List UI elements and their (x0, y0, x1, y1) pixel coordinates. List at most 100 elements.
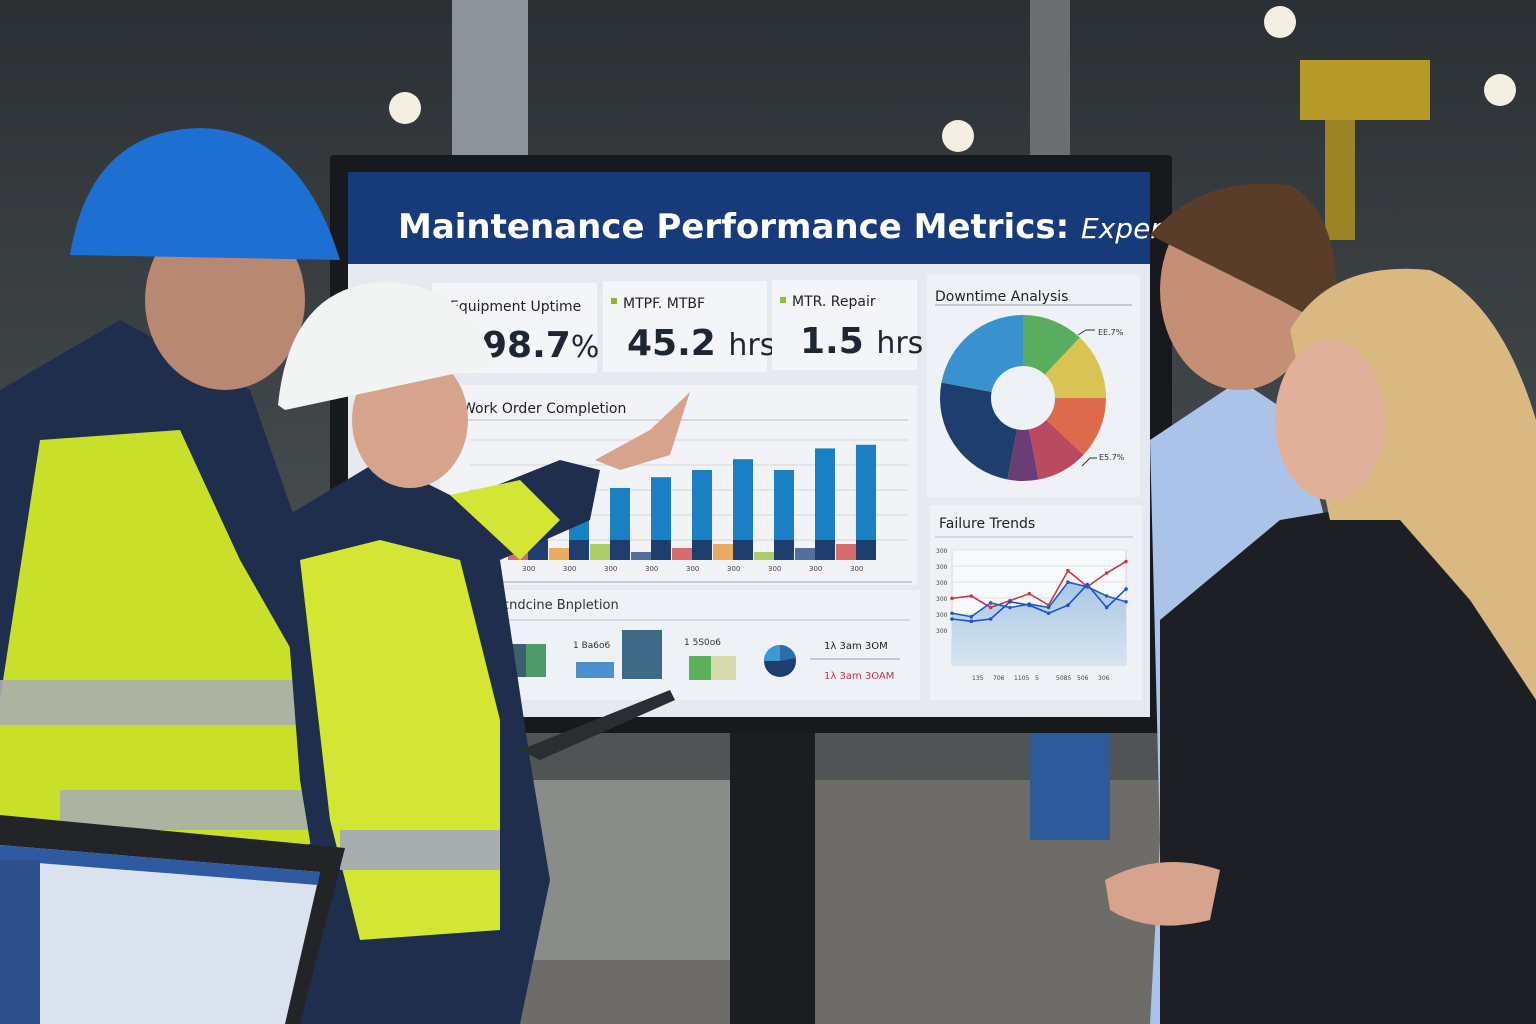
y-tick-label: 300 (936, 548, 948, 555)
donut-slice (1023, 315, 1080, 375)
ceiling-light (942, 120, 974, 152)
x-tick-label: 300 (727, 565, 740, 573)
bar-stack (672, 548, 692, 560)
bar (774, 470, 794, 560)
area-fill (952, 582, 1126, 665)
bar-stack (856, 540, 876, 560)
trend-line (951, 560, 1127, 609)
bar-stack (610, 540, 630, 560)
bar-stack (713, 544, 733, 560)
data-point (1046, 611, 1051, 616)
bar-stack (651, 540, 671, 560)
woman-right-blonde (1105, 268, 1536, 1024)
mini-pie-chart (764, 644, 796, 677)
bar-stack (815, 540, 835, 560)
hard-hat-white (278, 282, 495, 410)
trend-line (951, 583, 1127, 623)
y-tick-label: 300 (936, 580, 948, 587)
bar-stack (692, 540, 712, 560)
pillar (1030, 0, 1070, 160)
data-point (1085, 582, 1090, 587)
donut-slice (1044, 337, 1106, 398)
x-tick-label: 135 (972, 675, 984, 682)
legend-text: 1λ 3am 3OM (824, 641, 888, 652)
bar-stack (754, 552, 774, 560)
kpi-value: 1.5 hrs (800, 321, 923, 362)
y-tick-label: 300 (936, 596, 948, 603)
data-point (1104, 605, 1109, 610)
data-point (1066, 603, 1070, 607)
ceiling-light (1484, 74, 1516, 106)
leader-line (1077, 329, 1095, 336)
worker-woman-white-helmet (278, 282, 690, 1024)
bar-stack (549, 548, 569, 560)
bar-stack (795, 548, 815, 560)
pie-label: E5.7% (1099, 453, 1125, 462)
x-tick-label: 300 (563, 565, 576, 573)
downtime-panel: Downtime Analysis EE.7% E5.7% (927, 275, 1140, 497)
x-tick-label: 300 (522, 565, 535, 573)
x-tick-label: 300 (645, 565, 658, 573)
trend-line (951, 581, 1127, 618)
bar-stack (569, 540, 589, 560)
donut-slice (1007, 429, 1039, 481)
title-bar (348, 172, 1150, 264)
x-tick-label: 300 (850, 565, 863, 573)
data-point (988, 617, 993, 621)
y-tick-label: 300 (936, 612, 948, 619)
machine (530, 780, 730, 960)
bar-stack (774, 540, 794, 560)
data-point (1046, 605, 1051, 610)
kpi-label: MTPF. MTBF (623, 296, 705, 312)
data-point (950, 611, 954, 616)
x-tick-label: 300 (809, 565, 822, 573)
x-tick-label: 1105 (1014, 675, 1029, 682)
laptop (0, 815, 345, 1024)
kpi-card-uptime: Equipment Uptime 98.7% (432, 283, 599, 373)
mini-label: 1 Ba6o6 (573, 641, 611, 651)
data-point (988, 605, 993, 610)
legend-text: 1λ 3am 3OAM (824, 671, 894, 682)
pie-slice (780, 644, 796, 661)
x-tick-label: 300 (686, 565, 699, 573)
ceiling-light (1264, 6, 1296, 38)
bar-stack (836, 544, 856, 560)
data-point (969, 594, 974, 598)
y-tick-label: 300 (936, 564, 948, 571)
bar (651, 477, 671, 560)
kpi-card-mttr: MTR. Repair 1.5 hrs (772, 280, 923, 370)
donut-slice (1028, 419, 1084, 480)
hard-hat-blue (70, 128, 340, 260)
data-point (1124, 599, 1128, 604)
data-point (1027, 591, 1032, 596)
data-point (988, 601, 993, 605)
duct (452, 0, 528, 170)
monitor-stand (730, 720, 815, 1024)
pie-label: EE.7% (1098, 328, 1124, 337)
x-tick-label: 5 (1035, 675, 1039, 682)
kpi-label: Equipment Uptime (450, 299, 581, 315)
pie-slice (764, 645, 780, 661)
bar (733, 459, 753, 560)
mini-label: 1 5S0o6 (684, 638, 721, 648)
panel-title: Downtime Analysis (935, 289, 1068, 305)
x-tick-label: 706 (993, 675, 1005, 682)
donut-slice (940, 382, 1018, 480)
x-tick-label: 506 (1077, 675, 1089, 682)
data-point (969, 614, 974, 619)
kpi-card-mtbf: MTPF. MTBF 45.2 hrs (603, 281, 775, 372)
panel-title: Dcndcine Bnpletion (492, 598, 619, 613)
donut-slice (1046, 398, 1106, 455)
bar (692, 470, 712, 560)
data-point (1027, 603, 1032, 607)
y-tick-label: 300 (936, 628, 948, 635)
bar-stack (590, 544, 610, 560)
data-point (1124, 587, 1128, 591)
x-tick-label: 300 (768, 565, 781, 573)
pointing-hand (595, 392, 690, 470)
data-point (969, 619, 974, 624)
x-tick-label: 5085 (1056, 675, 1071, 682)
bar (856, 444, 876, 560)
bar-stack (631, 552, 651, 560)
